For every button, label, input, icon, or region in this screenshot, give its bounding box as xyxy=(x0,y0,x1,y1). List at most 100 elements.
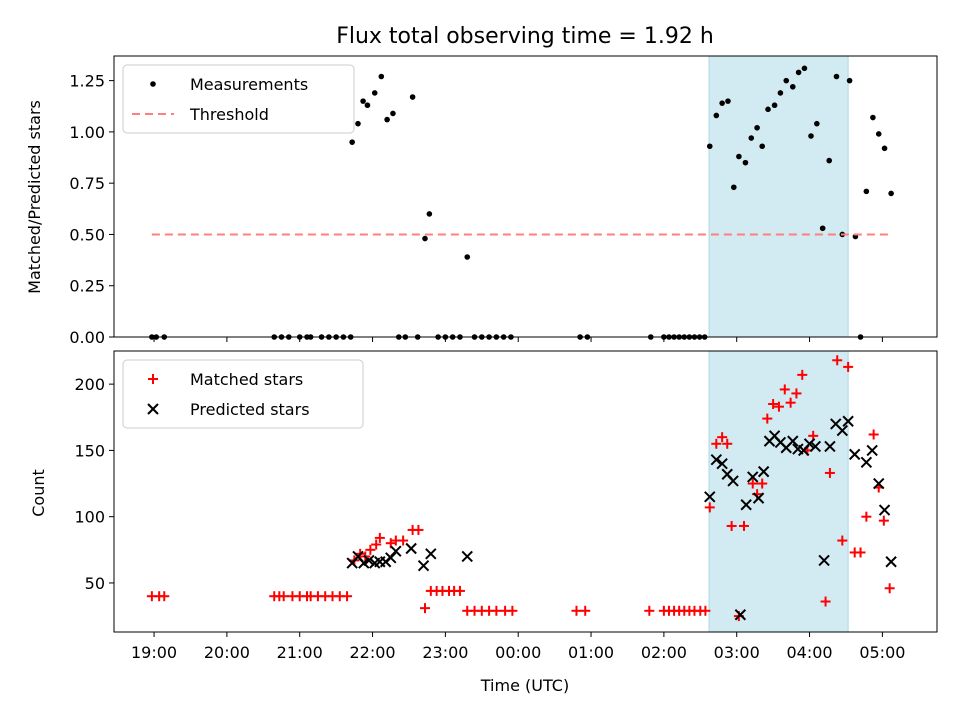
legend-marker-predicted-stars xyxy=(147,403,159,415)
matched-point xyxy=(398,535,409,546)
matched-point xyxy=(747,478,758,489)
measurement-point xyxy=(285,334,292,340)
x-tick-label: 05:00 xyxy=(859,643,905,662)
measurement-point xyxy=(384,116,390,123)
measurement-point xyxy=(759,143,766,150)
measurement-point xyxy=(422,235,428,242)
y-tick-label: 150 xyxy=(74,441,105,460)
measurement-point xyxy=(808,133,814,139)
measurement-point xyxy=(777,90,784,96)
measurement-point xyxy=(584,334,591,340)
matched-point xyxy=(644,605,655,616)
measurement-point xyxy=(870,114,876,121)
measurement-point xyxy=(577,334,583,340)
matched-point xyxy=(791,388,802,399)
measurement-point xyxy=(691,334,698,340)
measurement-point xyxy=(671,334,677,340)
measurement-point xyxy=(161,334,168,340)
y-tick-label: 0.50 xyxy=(69,225,105,244)
matched-point xyxy=(704,502,715,513)
bottom-panel: 50 100 150 200 19:00 20:00 21:00 22:00 23:00 00:0… xyxy=(74,350,938,662)
legend-label-threshold: Threshold xyxy=(189,105,269,124)
measurement-point xyxy=(271,334,278,340)
legend-marker-measurements xyxy=(150,81,156,87)
top-y-axis-label: Matched/Predicted stars xyxy=(25,100,44,294)
measurement-point xyxy=(296,334,303,340)
measurement-point xyxy=(349,139,355,145)
predicted-point xyxy=(405,542,417,555)
matched-point xyxy=(757,478,768,489)
legend-box xyxy=(122,359,364,429)
measurement-point xyxy=(442,334,449,340)
predicted-point xyxy=(836,424,849,437)
measurement-point xyxy=(395,334,402,340)
measurement-point xyxy=(500,334,507,340)
bottom-y-axis-label: Count xyxy=(29,469,48,517)
measurement-point xyxy=(888,190,894,197)
predicted-point xyxy=(873,477,885,490)
matched-point xyxy=(855,547,866,558)
predicted-point xyxy=(747,471,759,483)
x-tick-label: 03:00 xyxy=(714,643,760,662)
predicted-point xyxy=(363,554,375,567)
measurement-point xyxy=(333,334,339,340)
matched-point xyxy=(507,605,518,616)
predicted-point xyxy=(710,453,723,466)
measurement-point xyxy=(736,153,742,160)
measurement-point xyxy=(278,334,285,340)
predicted-point xyxy=(860,456,873,469)
predicted-point xyxy=(885,556,897,568)
predicted-point xyxy=(417,560,430,572)
predicted-point xyxy=(818,554,830,567)
predicted-point xyxy=(734,609,747,621)
predicted-point xyxy=(716,457,728,470)
x-tick-label: 02:00 xyxy=(641,643,687,662)
measurement-point xyxy=(701,334,708,340)
matched-point xyxy=(837,535,848,546)
matched-point xyxy=(738,520,749,531)
measurement-point xyxy=(149,334,155,340)
measurement-point xyxy=(493,334,500,340)
predicted-point xyxy=(866,444,878,457)
measurement-point xyxy=(360,98,366,104)
measurement-point xyxy=(754,124,760,131)
matched-point xyxy=(824,467,835,478)
x-tick-label: 01:00 xyxy=(568,643,614,662)
measurement-point xyxy=(789,83,796,90)
x-tick-label: 20:00 xyxy=(204,643,250,662)
predicted-point xyxy=(824,440,836,453)
measurement-point xyxy=(771,102,778,109)
predicted-point xyxy=(752,492,765,504)
predicted-point xyxy=(757,465,770,478)
matched-point xyxy=(278,591,289,602)
measurement-point xyxy=(409,94,416,100)
legend: Matched stars Predicted stars xyxy=(122,359,364,429)
chart-title: Flux total observing time = 1.92 h xyxy=(336,24,714,49)
measurement-point xyxy=(355,120,361,127)
matched-point xyxy=(374,532,385,543)
predicted-point xyxy=(842,415,854,427)
measurement-point xyxy=(875,131,882,137)
measurement-point xyxy=(742,159,749,166)
matched-point xyxy=(878,515,889,526)
measurement-point xyxy=(647,334,654,340)
matched-point xyxy=(779,384,790,395)
matched-point xyxy=(762,413,773,424)
x-tick-label: 04:00 xyxy=(786,643,832,662)
matched-point xyxy=(580,605,591,616)
predicted-point xyxy=(461,550,473,563)
measurement-point xyxy=(833,73,840,80)
predicted-point xyxy=(848,448,861,461)
measurement-point xyxy=(826,157,833,164)
measurements-series xyxy=(149,65,894,340)
predicted-point xyxy=(878,504,891,516)
matched-point xyxy=(711,438,722,449)
matched-point xyxy=(843,361,854,372)
matched-point xyxy=(159,591,170,602)
top-panel: 0.00 0.25 0.50 0.75 1.00 1.25 Measurements Thre… xyxy=(69,55,938,347)
measurement-point xyxy=(819,225,826,232)
predicted-point xyxy=(809,440,822,453)
matched-point xyxy=(365,544,376,555)
matched-point xyxy=(773,401,784,412)
